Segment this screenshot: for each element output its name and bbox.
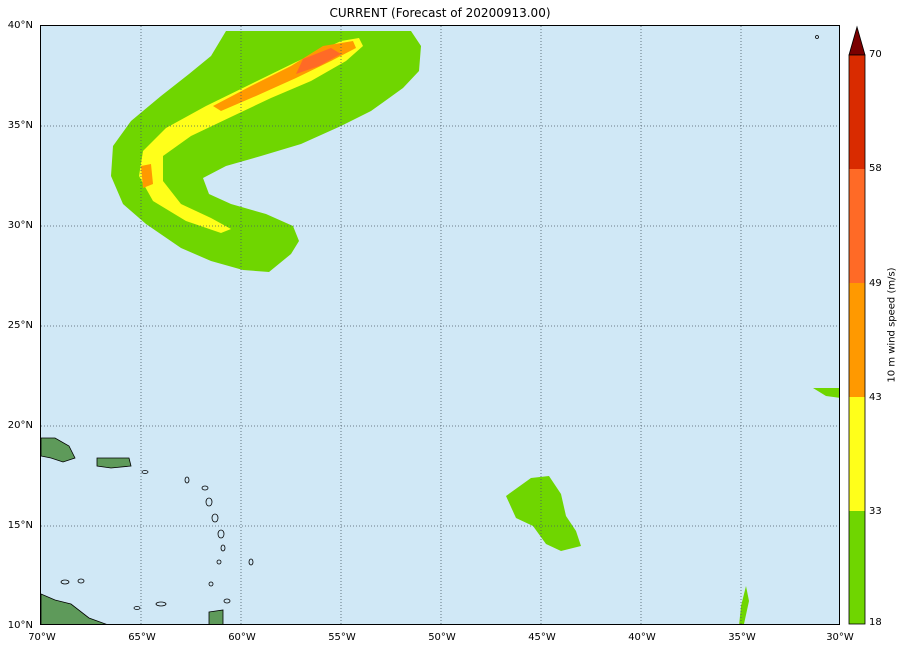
gridlines	[41, 26, 839, 624]
lat-label-35n: 35°N	[7, 120, 33, 131]
colorbar-band-58-70	[849, 55, 865, 169]
lon-label-30w: 30°W	[826, 632, 854, 643]
colorbar-tick-33: 33	[869, 506, 882, 517]
colorbar-tick-70: 70	[869, 49, 882, 60]
wind-patch-southeast	[739, 586, 749, 624]
lon-label-70w: 70°W	[28, 632, 56, 643]
wind-patch-central	[506, 476, 581, 551]
colorbar-tick-58: 58	[869, 163, 882, 174]
lesser-antilles	[60, 35, 819, 610]
colorbar-band-18-33	[849, 511, 865, 624]
map-canvas	[41, 26, 839, 624]
lat-label-15n: 15°N	[7, 520, 33, 531]
wind-patch-east	[813, 388, 839, 398]
lat-label-25n: 25°N	[7, 320, 33, 331]
lon-label-50w: 50°W	[428, 632, 456, 643]
land-hispaniola	[41, 437, 76, 463]
lon-label-35w: 35°W	[728, 632, 756, 643]
colorbar-band-49-58	[849, 169, 865, 283]
lon-label-40w: 40°W	[628, 632, 656, 643]
wind-swath-orange-core	[141, 164, 153, 188]
colorbar	[848, 25, 866, 625]
colorbar-band-43-49	[849, 283, 865, 397]
map-title: CURRENT (Forecast of 20200913.00)	[329, 6, 551, 20]
map-area	[40, 25, 840, 625]
wind-swath-red	[296, 48, 341, 74]
lon-label-65w: 65°W	[128, 632, 156, 643]
lat-label-30n: 30°N	[7, 220, 33, 231]
land-south-america	[41, 593, 107, 624]
colorbar-tick-43: 43	[869, 392, 882, 403]
lat-label-40n: 40°N	[7, 20, 33, 31]
wind-swath-yellow	[139, 38, 363, 233]
lon-label-45w: 45°W	[528, 632, 556, 643]
lat-label-20n: 20°N	[7, 420, 33, 431]
lon-label-55w: 55°W	[328, 632, 356, 643]
colorbar-band-33-43	[849, 397, 865, 511]
colorbar-extend-arrow	[848, 25, 866, 56]
lon-label-60w: 60°W	[228, 632, 256, 643]
colorbar-label: 10 m wind speed (m/s)	[886, 267, 898, 383]
colorbar-tick-49: 49	[869, 278, 882, 289]
lat-label-10n: 10°N	[7, 620, 33, 631]
land-trinidad	[208, 609, 224, 624]
colorbar-tick-18: 18	[869, 617, 882, 628]
land-puerto-rico	[96, 457, 132, 469]
